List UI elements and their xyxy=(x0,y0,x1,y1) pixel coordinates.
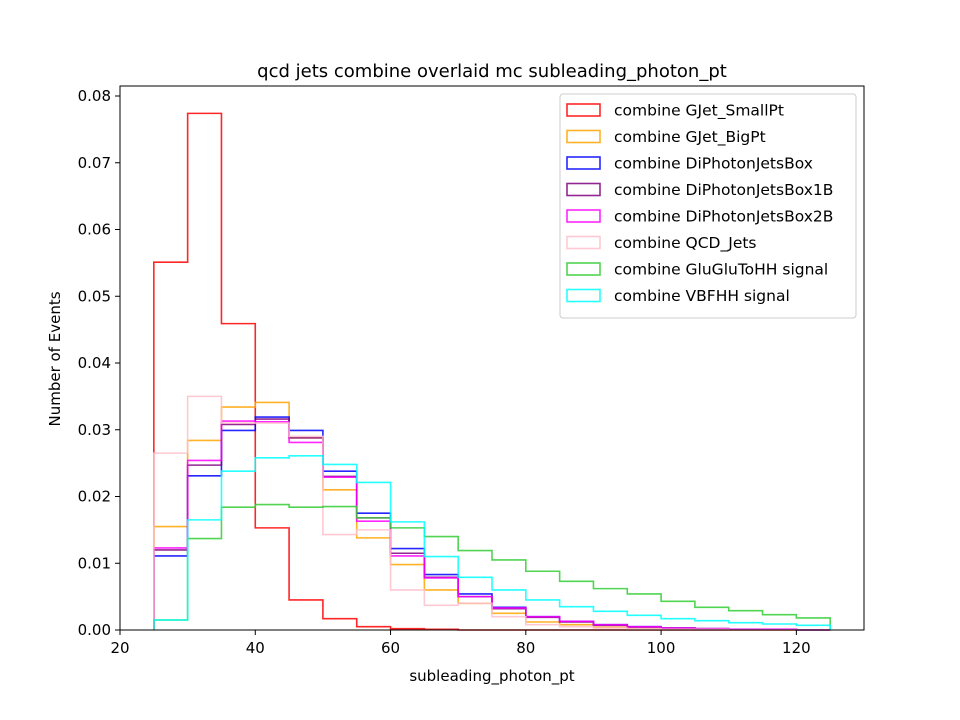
y-axis-label: Number of Events xyxy=(46,291,64,426)
legend-label: combine GJet_SmallPt xyxy=(614,102,784,121)
legend-label: combine GJet_BigPt xyxy=(614,128,766,147)
legend-label: combine VBFHH signal xyxy=(614,287,790,305)
chart-title: qcd jets combine overlaid mc subleading_… xyxy=(257,61,727,82)
legend-label: combine DiPhotonJetsBox2B xyxy=(614,208,833,226)
y-tick-label: 0.02 xyxy=(78,488,111,506)
plot-frame xyxy=(119,85,865,631)
legend-label: combine QCD_Jets xyxy=(614,234,757,253)
series-line-7 xyxy=(153,454,831,630)
x-tick-label: 40 xyxy=(246,639,265,657)
y-tick-label: 0.06 xyxy=(78,221,111,239)
series-line-5 xyxy=(153,395,831,631)
y-tick-label: 0.05 xyxy=(78,287,111,305)
legend-swatch xyxy=(566,262,601,276)
legend-swatch xyxy=(566,235,601,250)
y-tick-label: 0.00 xyxy=(78,621,111,639)
legend-swatch xyxy=(566,288,601,303)
legend-swatch xyxy=(566,156,601,170)
y-tick-label: 0.01 xyxy=(78,554,111,572)
legend-box xyxy=(559,93,857,319)
axes: 20 40 60 80 100 120 0.00 0.01 0.02 0.03 0.04 0.05 0.… xyxy=(78,85,865,657)
x-axis-label: subleading_photon_pt xyxy=(409,667,574,686)
legend-swatch xyxy=(566,103,601,117)
legend-swatch xyxy=(566,182,601,197)
y-tick-label: 0.03 xyxy=(78,421,111,439)
legend-label: combine GluGluToHH signal xyxy=(614,261,828,279)
x-tick-label: 20 xyxy=(110,639,129,657)
x-tick-label: 100 xyxy=(647,639,676,657)
x-tick-label: 120 xyxy=(782,639,811,657)
y-tick-label: 0.07 xyxy=(78,154,111,172)
x-tick-label: 60 xyxy=(381,639,400,657)
series-line-6 xyxy=(153,503,831,630)
x-tick-label: 80 xyxy=(516,639,535,657)
y-tick-label: 0.08 xyxy=(78,87,111,105)
y-tick-label: 0.04 xyxy=(78,354,111,372)
legend-swatch xyxy=(566,209,601,223)
legend-label: combine DiPhotonJetsBox xyxy=(614,155,813,173)
legend-swatch xyxy=(566,129,601,144)
legend-label: combine DiPhotonJetsBox1B xyxy=(614,181,833,199)
series-line-4 xyxy=(153,420,831,631)
